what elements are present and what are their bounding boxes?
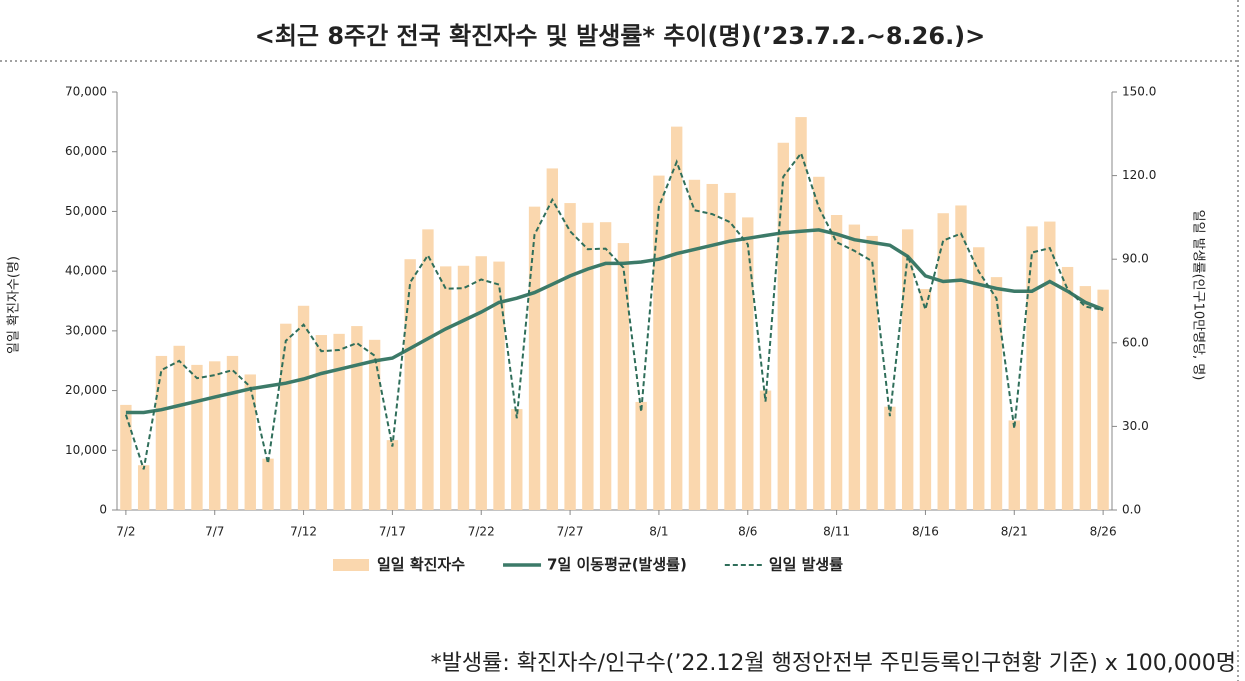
footnote: *발생률: 확진자수/인구수(’22.12월 행정안전부 주민등록인구현황 기준… [431, 651, 1236, 676]
x-tick-label: 7/12 [290, 525, 317, 539]
legend-swatch [333, 559, 369, 571]
bar [155, 355, 168, 510]
y2-tick-label: 0.0 [1122, 503, 1141, 517]
bar [173, 345, 185, 510]
bar [599, 222, 612, 511]
y-tick-label: 50,000 [65, 204, 107, 218]
y-tick-label: 70,000 [65, 85, 107, 99]
bar [1026, 226, 1038, 510]
bar [191, 364, 203, 510]
bar [848, 224, 861, 510]
bar [635, 401, 647, 510]
y2-tick-label: 120.0 [1122, 168, 1156, 182]
legend-label: 일일 확진자수 [377, 556, 465, 574]
y2-axis-label: 일일 발생률(인구10만명당, 명) [1191, 210, 1206, 381]
bar [759, 390, 772, 510]
legend-label: 일일 발생률 [769, 556, 843, 574]
bar [617, 243, 630, 510]
bar [280, 323, 292, 510]
bar [671, 126, 683, 511]
bar [351, 326, 363, 510]
bar [244, 374, 256, 510]
y-tick-label: 0 [99, 503, 107, 517]
bar [422, 229, 434, 511]
bar [866, 235, 878, 510]
bar [386, 440, 399, 510]
dashed-line [124, 151, 1104, 470]
bar [226, 355, 239, 510]
line [125, 228, 1104, 415]
bar [475, 256, 487, 510]
bar [955, 205, 967, 510]
y2-tick-label: 90.0 [1122, 252, 1149, 266]
bar [795, 117, 807, 510]
bar [333, 333, 345, 510]
bar [209, 361, 221, 510]
y2-tick-label: 150.0 [1122, 85, 1156, 99]
x-tick-label: 8/11 [823, 525, 850, 539]
bar [937, 213, 949, 510]
y-tick-label: 30,000 [65, 323, 107, 337]
y2-tick-label: 30.0 [1122, 419, 1149, 433]
bar [404, 259, 416, 510]
bar [724, 192, 736, 510]
bar [919, 289, 932, 510]
bar [813, 176, 825, 510]
bar [777, 142, 789, 510]
bar [1061, 266, 1074, 510]
bar [457, 265, 470, 510]
x-tick-label: 7/7 [205, 525, 224, 539]
bar [1008, 420, 1020, 510]
x-tick-label: 7/2 [116, 525, 135, 539]
bar [315, 335, 328, 510]
bar [368, 339, 381, 510]
y-tick-label: 60,000 [65, 144, 107, 158]
bar [528, 206, 541, 510]
bar [493, 261, 505, 510]
chart-title: <최근 8주간 전국 확진자수 및 발생률* 추이(명)(’23.7.2.~8.… [255, 22, 986, 50]
x-tick-label: 7/27 [557, 525, 584, 539]
bar [901, 229, 914, 511]
bar [1044, 221, 1056, 510]
bar [706, 183, 718, 510]
x-tick-label: 7/22 [468, 525, 495, 539]
bar [884, 406, 896, 510]
bar [688, 179, 701, 510]
y2-tick-label: 60.0 [1122, 335, 1149, 349]
bar [653, 175, 665, 510]
x-tick-label: 8/16 [912, 525, 939, 539]
bar [1079, 286, 1092, 510]
y-tick-label: 40,000 [65, 264, 107, 278]
bar [582, 222, 594, 510]
bar [511, 409, 523, 510]
bar [564, 203, 576, 510]
bar [546, 168, 558, 511]
bar [440, 266, 452, 510]
bar [830, 215, 843, 511]
x-tick-label: 8/6 [738, 525, 757, 539]
x-tick-label: 8/1 [649, 525, 668, 539]
y-axis-label: 일일 확진자수(명) [7, 256, 22, 354]
x-tick-label: 7/17 [379, 525, 406, 539]
x-tick-label: 8/21 [1001, 525, 1028, 539]
y-tick-label: 10,000 [65, 443, 107, 457]
y-tick-label: 20,000 [65, 383, 107, 397]
bar [990, 277, 1003, 510]
bar [973, 247, 985, 510]
x-tick-label: 8/26 [1090, 525, 1117, 539]
bar [120, 404, 132, 510]
bar [262, 458, 274, 510]
bar [1097, 289, 1109, 510]
legend-label: 7일 이동평균(발생률) [547, 556, 687, 574]
bar [742, 217, 754, 510]
bar [137, 465, 150, 510]
bar [297, 305, 310, 510]
